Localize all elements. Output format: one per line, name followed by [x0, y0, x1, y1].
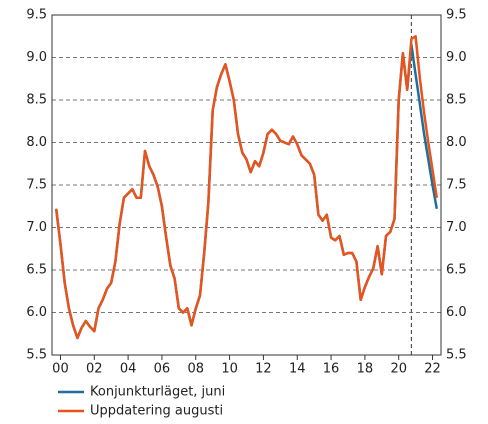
- x-tick-label: 22: [424, 362, 441, 377]
- y-tick-label: 7.0: [26, 220, 47, 235]
- x-tick-label: 04: [120, 362, 137, 377]
- x-tick-label: 10: [221, 362, 238, 377]
- y-tick-label: 5.5: [26, 348, 47, 363]
- plot-frame: [51, 14, 442, 356]
- x-tick-label: 14: [289, 362, 306, 377]
- x-tick-label: 12: [255, 362, 272, 377]
- x-tick-label: 18: [357, 362, 374, 377]
- x-tick-label: 00: [52, 362, 69, 377]
- y2-tick-label: 6.0: [446, 305, 467, 320]
- y-tick-label: 9.0: [26, 50, 47, 65]
- y2-tick-label: 7.5: [446, 178, 467, 193]
- legend-label: Konjunkturläget, juni: [90, 385, 225, 400]
- y2-tick-label: 6.5: [446, 263, 467, 278]
- y2-tick-label: 7.0: [446, 220, 467, 235]
- y2-tick-label: 5.5: [446, 348, 467, 363]
- x-tick-label: 02: [86, 362, 103, 377]
- series-line: [54, 35, 439, 340]
- y-tick-label: 9.5: [26, 8, 47, 23]
- y2-tick-label: 9.0: [446, 50, 467, 65]
- y-tick-label: 8.0: [26, 135, 47, 150]
- y2-tick-label: 8.5: [446, 93, 467, 108]
- legend-label: Uppdatering augusti: [90, 404, 223, 419]
- x-tick-label: 08: [187, 362, 204, 377]
- x-tick-label: 20: [390, 362, 407, 377]
- y2-tick-label: 8.0: [446, 135, 467, 150]
- series-line: [54, 43, 439, 340]
- y-tick-label: 8.5: [26, 93, 47, 108]
- y-tick-label: 6.5: [26, 263, 47, 278]
- y-tick-label: 7.5: [26, 178, 47, 193]
- y2-tick-label: 9.5: [446, 8, 467, 23]
- x-tick-label: 16: [323, 362, 340, 377]
- x-tick-label: 06: [154, 362, 171, 377]
- y-tick-label: 6.0: [26, 305, 47, 320]
